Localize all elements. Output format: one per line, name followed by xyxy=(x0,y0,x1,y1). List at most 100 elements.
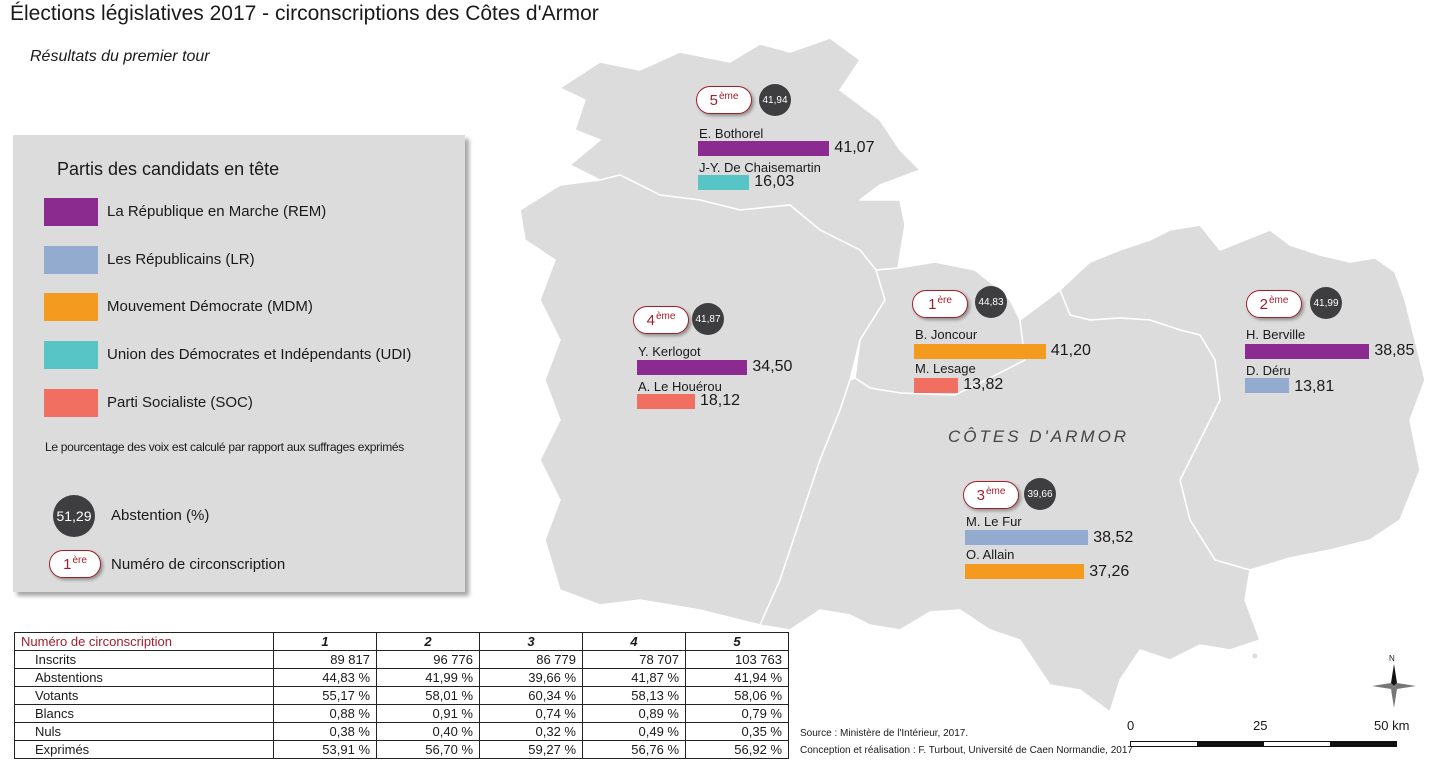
circ-2-badge: 2 ème xyxy=(1246,290,1302,318)
table-cell: 53,91 % xyxy=(273,740,377,759)
circ-1-cand-2-bar xyxy=(914,378,959,393)
legend-circ-label: Numéro de circonscription xyxy=(111,556,286,573)
scale-label-50: 50 km xyxy=(1374,718,1410,733)
table-cell: 0,35 % xyxy=(685,722,789,741)
legend-circ-badge-sup: ère xyxy=(72,554,87,566)
circ-2-cand-2-value: 13,81 xyxy=(1294,378,1335,395)
table-cell: 56,92 % xyxy=(685,740,789,759)
table-header-col: 3 xyxy=(479,632,583,651)
circ-2-abstention: 41,99 xyxy=(1310,287,1342,319)
circ-1-abstention: 44,83 xyxy=(975,286,1007,318)
department-label: CÔTES D'ARMOR xyxy=(948,427,1130,446)
circ-1-cand-1-name: B. Joncour xyxy=(915,327,978,342)
circ-5-cand-1-value: 41,07 xyxy=(834,139,875,156)
circ-4-badge: 4 ème xyxy=(633,306,689,334)
legend-label-mdm: Mouvement Démocrate (MDM) xyxy=(107,298,313,315)
circ-4-cand-2-name: A. Le Houérou xyxy=(638,379,722,394)
table-cell: 39,66 % xyxy=(479,668,583,687)
table-cell: 58,13 % xyxy=(582,686,686,705)
table-cell: 0,32 % xyxy=(479,722,583,741)
circ-4-cand-2-bar xyxy=(637,394,695,409)
circ-1-num: 1 xyxy=(928,295,937,313)
circ-5-cand-1-bar xyxy=(698,141,830,156)
circ-3-num: 3 xyxy=(976,486,985,504)
table-cell: 96 776 xyxy=(376,650,480,669)
table-cell: 0,38 % xyxy=(273,722,377,741)
legend-note: Le pourcentage des voix est calculé par … xyxy=(45,440,404,454)
results-table: Numéro de circonscription 1 2 3 4 5 Insc… xyxy=(14,632,789,759)
table-row: Inscrits 89 817 96 776 86 779 78 707 103… xyxy=(14,650,789,669)
table-cell: 44,83 % xyxy=(273,668,377,687)
source-credit: Source : Ministère de l'Intérieur, 2017.… xyxy=(800,725,1133,759)
circ-5-cand-2-name: J-Y. De Chaisemartin xyxy=(699,160,821,175)
table-cell: 41,99 % xyxy=(376,668,480,687)
table-header-col: 2 xyxy=(376,632,480,651)
table-cell: 60,34 % xyxy=(479,686,583,705)
circ-3-cand-2-name: O. Allain xyxy=(966,547,1015,562)
legend-abstention-label: Abstention (%) xyxy=(111,507,210,524)
table-cell: 0,40 % xyxy=(376,722,480,741)
table-row-label: Exprimés xyxy=(14,740,274,759)
circ-2-cand-2-name: D. Déru xyxy=(1246,363,1291,378)
table-cell: 0,49 % xyxy=(582,722,686,741)
legend-circ-badge: 1 ère xyxy=(49,550,101,578)
table-row-label: Inscrits xyxy=(14,650,274,669)
legend-label-rem: La République en Marche (REM) xyxy=(107,203,327,220)
scale-label-0: 0 xyxy=(1127,718,1135,733)
circ-2-cand-1-value: 38,85 xyxy=(1374,342,1415,359)
scale-label-25: 25 xyxy=(1253,718,1268,733)
circ-4-cand-1-bar xyxy=(637,360,748,375)
table-cell: 0,79 % xyxy=(685,704,789,723)
circ-5-sup: ème xyxy=(718,90,739,102)
legend-swatch-udi xyxy=(44,341,98,369)
circ-3-cand-1-value: 38,52 xyxy=(1093,529,1134,546)
table-cell: 86 779 xyxy=(479,650,583,669)
legend-title: Partis des candidats en tête xyxy=(57,159,280,179)
table-header-col: 4 xyxy=(582,632,686,651)
circ-4-num: 4 xyxy=(646,311,655,329)
circ-3-abstention: 39,66 xyxy=(1024,478,1056,510)
table-row-label: Nuls xyxy=(14,722,274,741)
table-cell: 0,89 % xyxy=(582,704,686,723)
circ-3-cand-2-value: 37,26 xyxy=(1089,563,1130,580)
circ-5-cand-2-value: 16,03 xyxy=(754,173,795,190)
circ-1-sup: ère xyxy=(937,294,952,306)
circ-3-cand-1-name: M. Le Fur xyxy=(966,514,1022,529)
table-row: Blancs 0,88 % 0,91 % 0,74 % 0,89 % 0,79 … xyxy=(14,704,789,723)
table-header-col: 1 xyxy=(273,632,377,651)
legend-label-lr: Les Républicains (LR) xyxy=(107,251,255,268)
table-row: Nuls 0,38 % 0,40 % 0,32 % 0,49 % 0,35 % xyxy=(14,722,789,741)
table-cell: 0,74 % xyxy=(479,704,583,723)
table-cell: 58,01 % xyxy=(376,686,480,705)
table-cell: 41,94 % xyxy=(685,668,789,687)
circ-5-cand-2-bar xyxy=(698,175,750,190)
credit-line: Conception et réalisation : F. Turbout, … xyxy=(800,745,1133,756)
table-cell: 0,88 % xyxy=(273,704,377,723)
circ-2-sup: ème xyxy=(1268,294,1289,306)
circ-3-sup: ème xyxy=(985,485,1006,497)
circ-5-cand-1-name: E. Bothorel xyxy=(699,126,764,141)
circ-5-abstention: 41,94 xyxy=(759,84,791,116)
table-cell: 0,91 % xyxy=(376,704,480,723)
legend-label-soc: Parti Socialiste (SOC) xyxy=(107,394,253,411)
table-header-col: 5 xyxy=(685,632,789,651)
table-row-label: Blancs xyxy=(14,704,274,723)
circ-1-cand-1-value: 41,20 xyxy=(1050,342,1091,359)
table-cell: 78 707 xyxy=(582,650,686,669)
island-dot xyxy=(1252,653,1258,659)
circ-1-badge: 1 ère xyxy=(912,290,968,318)
circ-5-badge: 5 ème xyxy=(696,86,752,114)
circ-4-cand-2-value: 18,12 xyxy=(699,392,741,409)
circ-1-cand-2-value: 13,82 xyxy=(963,376,1004,393)
legend-swatch-rem xyxy=(44,198,98,226)
circ-2-cand-1-bar xyxy=(1245,344,1370,359)
table-cell: 103 763 xyxy=(685,650,789,669)
legend-swatch-lr xyxy=(44,246,98,274)
map-subtitle: Résultats du premier tour xyxy=(30,48,210,65)
table-row: Votants 55,17 % 58,01 % 60,34 % 58,13 % … xyxy=(14,686,789,705)
legend-swatch-soc xyxy=(44,389,98,417)
table-row-label: Votants xyxy=(14,686,274,705)
legend-swatch-mdm xyxy=(44,293,98,321)
circ-5-num: 5 xyxy=(709,91,718,109)
legend-abstention-circle: 51,29 xyxy=(53,495,95,537)
